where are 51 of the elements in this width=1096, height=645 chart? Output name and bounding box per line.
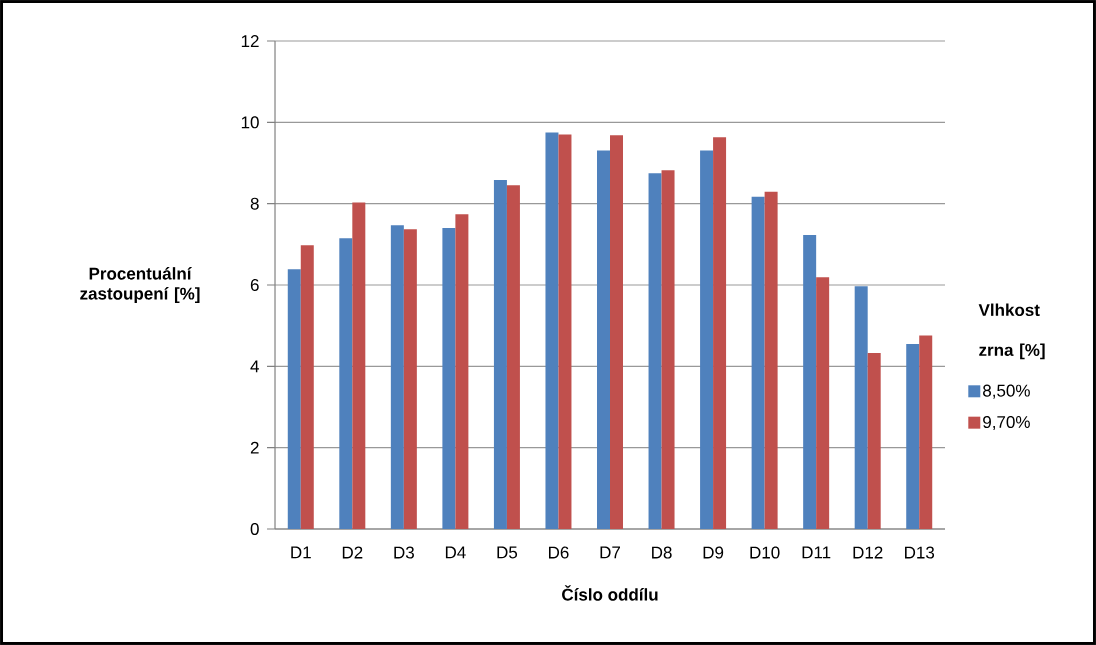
bar [558, 134, 572, 529]
x-tick-label: D12 [853, 546, 883, 559]
bar [403, 229, 417, 529]
bar [648, 173, 662, 529]
x-tick-label: D5 [497, 546, 518, 559]
bar [661, 170, 675, 529]
bar [751, 196, 765, 529]
x-tick-label: D3 [394, 546, 414, 559]
bar [700, 150, 714, 529]
x-tick-label: D10 [750, 546, 780, 559]
y-tick-label: 10 [241, 116, 259, 129]
y-tick-label: 8 [250, 197, 259, 210]
x-tick-label: D6 [549, 546, 569, 559]
bar [764, 191, 778, 529]
x-tick-label: D13 [905, 546, 935, 559]
bar [597, 150, 610, 529]
bar [390, 225, 404, 529]
text: Vlhkost zrna [%] [978, 303, 1045, 360]
bar [906, 343, 920, 529]
x-tick-label: D8 [652, 546, 672, 559]
bar [545, 132, 559, 529]
x-tick-label: D11 [802, 546, 831, 559]
bar [493, 180, 507, 529]
bar [610, 135, 623, 529]
bar [854, 286, 868, 529]
bar [816, 277, 830, 529]
y-tick-label: 12 [241, 35, 259, 47]
y-tick-label: 6 [250, 278, 259, 292]
bar [287, 269, 301, 529]
x-tick-label: D9 [703, 546, 724, 559]
bar [506, 185, 520, 529]
bar [455, 214, 469, 529]
bar [803, 234, 817, 529]
bar [300, 245, 314, 529]
bar [867, 352, 881, 529]
y-tick-label: 0 [250, 522, 259, 536]
x-tick-label: D1 [291, 546, 311, 559]
y-tick-label: 2 [250, 441, 259, 454]
bar [713, 137, 727, 529]
x-tick-label: D2 [342, 546, 363, 559]
bar [339, 238, 353, 529]
legend-label: 8,50% [983, 384, 1030, 399]
x-tick-label: D7 [600, 546, 621, 559]
bar [919, 335, 933, 529]
bar [352, 202, 366, 529]
y-tick-label: 4 [250, 360, 259, 373]
x-tick-label: D4 [445, 546, 466, 559]
bar [442, 228, 456, 529]
legend-label: 9,70% [983, 415, 1030, 431]
x-axis-title: Číslo oddílu [562, 585, 658, 601]
y-axis-title: Procentuální zastoupení [%] [80, 266, 200, 303]
